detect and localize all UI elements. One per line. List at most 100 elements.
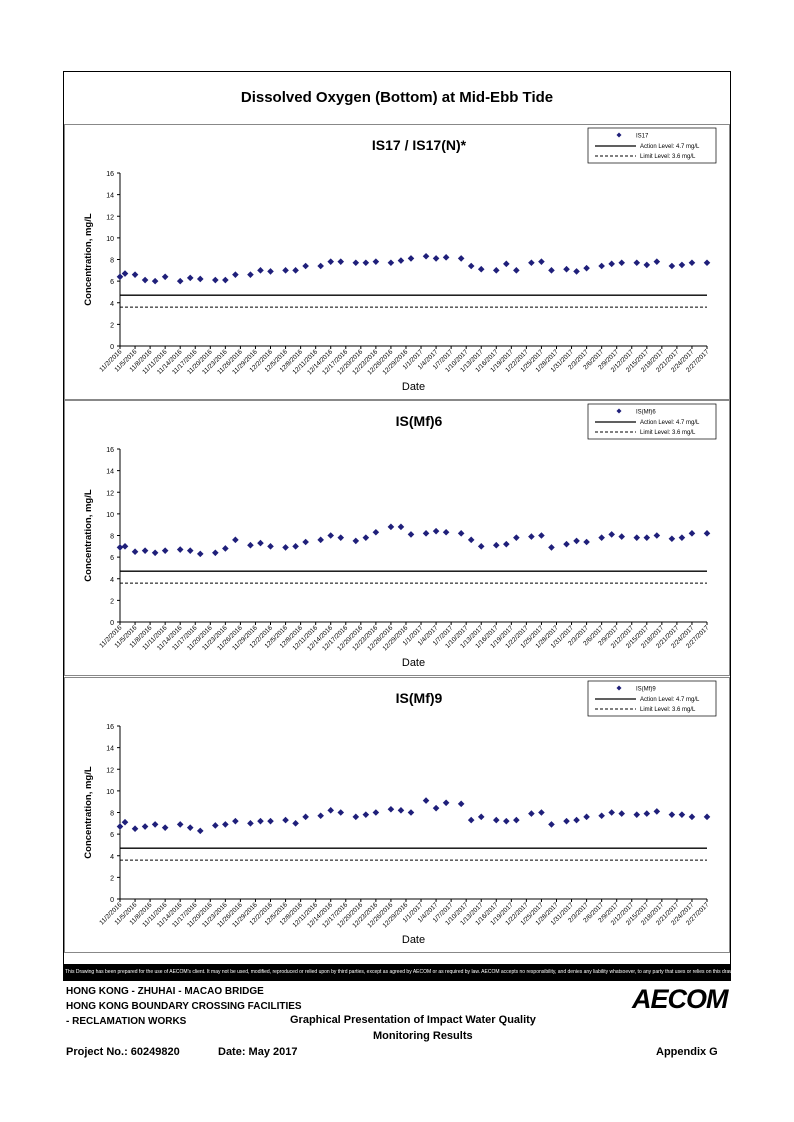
- data-point: [703, 813, 711, 821]
- data-point: [267, 268, 274, 275]
- data-point: [232, 817, 239, 825]
- data-point: [668, 811, 676, 818]
- data-point: [317, 262, 324, 270]
- y-tick-label: 14: [106, 746, 114, 753]
- data-point: [528, 810, 535, 817]
- y-axis-label: Concentration, mg/L: [83, 766, 94, 859]
- data-point: [583, 538, 590, 546]
- disclaimer-bar: This Drawing has been prepared for the u…: [63, 964, 731, 981]
- data-point: [457, 800, 465, 808]
- data-point: [282, 267, 289, 274]
- y-tick-label: 8: [110, 258, 114, 265]
- data-point: [457, 255, 465, 262]
- data-point: [563, 540, 570, 548]
- data-point: [573, 816, 580, 824]
- y-tick-label: 14: [106, 469, 114, 476]
- chart-panel-border: [64, 677, 730, 953]
- data-point: [317, 536, 324, 544]
- y-tick-label: 16: [106, 724, 114, 731]
- x-axis-label: Date: [402, 381, 425, 393]
- data-point: [222, 276, 229, 284]
- legend-box: [587, 127, 717, 164]
- y-tick-label: 16: [106, 447, 114, 454]
- data-point: [387, 259, 395, 267]
- chart-is17: 024681012141611/2/201611/5/201611/8/2016…: [64, 124, 730, 400]
- chart-ismf6: 024681012141611/2/201611/5/201611/8/2016…: [64, 400, 730, 676]
- data-point: [327, 807, 335, 814]
- y-tick-label: 10: [106, 512, 114, 519]
- data-point: [703, 259, 711, 267]
- y-axis-label: Concentration, mg/L: [83, 489, 94, 582]
- data-point: [528, 259, 535, 267]
- legend-marker-points: [616, 132, 622, 138]
- y-tick-label: 14: [106, 193, 114, 200]
- data-point: [161, 273, 169, 281]
- data-point: [352, 813, 360, 821]
- data-point: [678, 534, 686, 541]
- data-point: [121, 270, 129, 277]
- data-point: [583, 264, 590, 272]
- data-point: [292, 543, 299, 550]
- data-point: [292, 820, 299, 827]
- chart-ismf9: 024681012141611/2/201611/5/201611/8/2016…: [64, 677, 730, 953]
- data-point: [352, 537, 360, 545]
- legend-marker-points: [616, 408, 622, 414]
- data-point: [688, 813, 696, 821]
- data-point: [362, 534, 370, 541]
- legend-label-limit: Limit Level: 3.6 mg/L: [640, 707, 696, 713]
- data-point: [327, 258, 335, 265]
- data-point: [247, 820, 254, 827]
- data-point: [492, 267, 500, 274]
- data-point: [232, 536, 239, 544]
- footer-date: Date: May 2017: [218, 1046, 298, 1058]
- footer-subject-line2: Monitoring Results: [373, 1030, 473, 1042]
- y-tick-label: 4: [110, 577, 114, 584]
- data-point: [337, 534, 345, 541]
- y-tick-label: 6: [110, 279, 114, 286]
- x-axis-label: Date: [402, 934, 425, 946]
- chart-title: IS(Mf)9: [396, 690, 443, 706]
- data-point: [598, 812, 605, 820]
- aecom-logo: AECOM: [632, 984, 728, 1014]
- data-point: [633, 534, 641, 541]
- footer-appendix: Appendix G: [656, 1046, 718, 1058]
- data-point: [548, 267, 555, 274]
- data-point: [267, 817, 274, 825]
- data-point: [131, 548, 139, 556]
- data-point: [397, 523, 405, 531]
- data-point: [503, 817, 510, 825]
- chart-panel-border: [64, 124, 730, 400]
- data-point: [598, 534, 605, 541]
- data-point: [407, 809, 415, 816]
- data-point: [608, 260, 615, 268]
- footer-project-line1: HONG KONG - ZHUHAI - MACAO BRIDGE: [66, 986, 264, 997]
- data-point: [407, 255, 415, 262]
- data-point: [116, 273, 124, 281]
- data-point: [337, 258, 345, 265]
- chart-panel-border: [64, 400, 730, 676]
- y-tick-label: 4: [110, 854, 114, 861]
- data-point: [121, 818, 129, 826]
- data-point: [432, 527, 440, 535]
- data-point: [372, 258, 380, 265]
- data-point: [257, 539, 264, 547]
- data-point: [317, 812, 324, 820]
- data-point: [513, 534, 520, 541]
- data-point: [196, 275, 204, 283]
- legend-label-action: Action Level: 4.7 mg/L: [640, 144, 700, 150]
- data-point: [352, 259, 360, 267]
- data-point: [131, 271, 139, 278]
- data-point: [212, 822, 219, 829]
- y-axis-label: Concentration, mg/L: [83, 213, 94, 306]
- data-point: [608, 809, 615, 816]
- footer-project-line2: HONG KONG BOUNDARY CROSSING FACILITIES: [66, 1001, 302, 1012]
- data-point: [151, 821, 159, 828]
- chart-title: IS17 / IS17(N)*: [372, 137, 467, 153]
- data-point: [141, 547, 149, 554]
- legend-marker-points: [616, 685, 622, 691]
- data-point: [407, 531, 415, 538]
- data-point: [151, 549, 159, 557]
- data-point: [598, 262, 605, 270]
- data-point: [573, 268, 580, 275]
- data-point: [372, 528, 380, 536]
